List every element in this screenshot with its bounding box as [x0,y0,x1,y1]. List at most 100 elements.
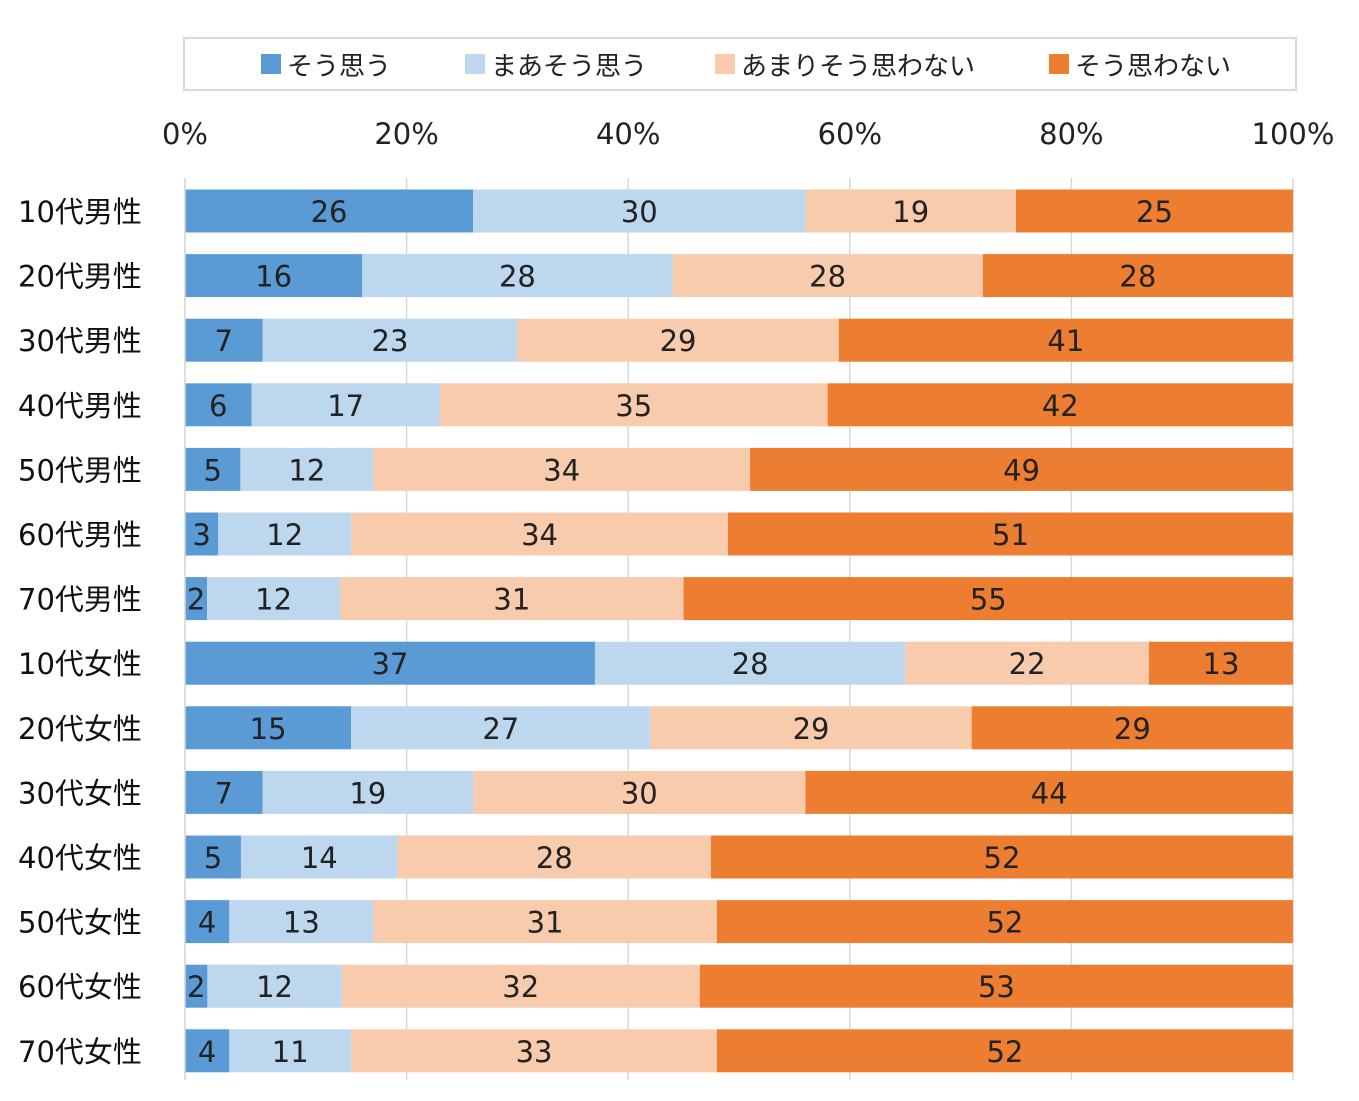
bar-1-2 [672,254,983,298]
bar-7-2 [905,641,1149,685]
category-label-12: 60代女性 [18,970,142,1004]
bar-6-3 [683,577,1293,621]
bar-11-1 [229,900,374,944]
bar-0-3 [1016,189,1293,233]
data-label-13-3: 52 [986,1035,1023,1069]
legend-item-4: そう思わない [1049,39,1231,89]
bar-13-1 [229,1029,352,1073]
data-label-7-2: 22 [1009,647,1046,681]
data-label-0-3: 25 [1136,195,1173,229]
bar-5-2 [351,512,728,556]
data-label-11-2: 31 [527,906,564,940]
data-label-2-0: 7 [215,324,233,358]
bar-10-0 [185,835,241,879]
data-label-12-3: 53 [978,970,1015,1004]
data-label-2-1: 23 [372,324,409,358]
bar-6-0 [185,577,208,621]
legend: そう思う まあそう思う あまりそう思わない そう思わない [183,37,1297,91]
data-label-10-3: 52 [984,841,1021,875]
category-label-3: 40代男性 [18,389,142,423]
legend-item-1: そう思う [261,39,391,89]
data-label-13-0: 4 [198,1035,216,1069]
bar-4-0 [185,447,241,491]
data-label-3-0: 6 [209,389,227,423]
bar-3-1 [251,383,440,427]
data-label-0-2: 19 [892,195,929,229]
category-label-4: 50代男性 [18,453,142,487]
bar-4-2 [373,447,751,491]
data-label-6-1: 12 [255,583,292,617]
category-label-7: 10代女性 [18,647,142,681]
x-tick-label-2: 40% [596,117,660,151]
bar-11-3 [716,900,1293,944]
legend-label-1: そう思う [287,51,392,82]
legend-item-3: あまりそう思わない [715,39,975,89]
data-label-13-2: 33 [516,1035,553,1069]
data-label-8-3: 29 [1114,712,1151,746]
bar-9-1 [262,770,474,814]
x-tick-label-4: 80% [1039,117,1103,151]
x-tick-label-1: 20% [374,117,438,151]
data-label-9-1: 19 [349,776,386,810]
data-label-7-3: 13 [1203,647,1240,681]
data-label-6-0: 2 [187,583,205,617]
data-label-10-0: 5 [204,841,222,875]
bar-8-2 [650,706,972,750]
data-label-3-3: 42 [1042,389,1079,423]
bar-10-1 [240,835,398,879]
data-label-8-0: 15 [250,712,287,746]
data-label-3-2: 35 [615,389,652,423]
data-label-5-3: 51 [992,518,1029,552]
bar-10-3 [711,835,1293,879]
data-label-3-1: 17 [327,389,364,423]
data-label-2-3: 41 [1047,324,1084,358]
data-label-8-1: 27 [482,712,519,746]
bar-13-0 [185,1029,230,1073]
bar-12-1 [207,964,342,1008]
data-label-4-0: 5 [203,453,221,487]
legend-swatch-4 [1049,54,1069,74]
data-label-4-2: 34 [543,453,580,487]
bar-8-3 [971,706,1293,750]
bar-0-0 [185,189,474,233]
data-label-7-0: 37 [372,647,409,681]
data-label-9-3: 44 [1031,776,1068,810]
data-label-4-3: 49 [1003,453,1040,487]
x-tick-label-5: 100% [1252,117,1335,151]
bar-6-1 [207,577,341,621]
data-label-13-1: 11 [272,1035,309,1069]
data-label-7-1: 28 [732,647,769,681]
bar-5-3 [727,512,1293,556]
legend-label-4: そう思わない [1075,51,1232,82]
bar-9-2 [473,770,806,814]
bar-12-2 [341,964,700,1008]
bar-9-3 [805,770,1293,814]
category-label-10: 40代女性 [18,841,142,875]
bar-0-2 [805,189,1016,233]
data-label-12-2: 32 [502,970,539,1004]
bar-8-0 [185,706,352,750]
bar-0-1 [473,189,806,233]
category-label-1: 20代男性 [18,260,142,294]
data-label-0-1: 30 [621,195,658,229]
bar-2-2 [517,318,839,362]
bar-12-0 [185,964,208,1008]
bar-7-3 [1148,641,1293,685]
bar-3-2 [439,383,828,427]
bar-7-0 [185,641,595,685]
bar-3-0 [185,383,252,427]
bar-11-2 [373,900,717,944]
legend-swatch-3 [715,54,735,74]
data-label-5-2: 34 [521,518,558,552]
data-label-9-0: 7 [215,776,233,810]
bar-1-0 [185,254,363,298]
data-label-2-2: 29 [660,324,697,358]
bar-9-0 [185,770,263,814]
data-label-1-1: 28 [499,260,536,294]
data-label-1-0: 16 [255,260,292,294]
data-label-10-1: 14 [301,841,338,875]
data-label-5-0: 3 [192,518,210,552]
bar-1-3 [982,254,1293,298]
data-label-6-3: 55 [970,583,1007,617]
